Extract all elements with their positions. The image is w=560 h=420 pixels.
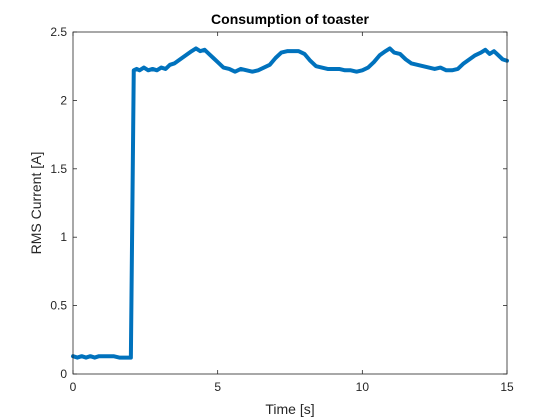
- y-tick-label: 0.5: [50, 299, 67, 313]
- tick-layer: 0 5 10 15 0 0.5 1 1.5 2 2.5: [50, 25, 514, 394]
- y-tick-label: 2.5: [50, 25, 67, 39]
- x-tick-label: 0: [70, 380, 77, 394]
- x-tick-label: 15: [500, 380, 514, 394]
- series-line-0: [71, 46, 509, 360]
- x-tick-label: 10: [356, 380, 370, 394]
- x-tick-label: 5: [214, 380, 221, 394]
- chart-title: Consumption of toaster: [211, 11, 369, 27]
- y-tick-label: 1: [60, 230, 67, 244]
- series-layer: [71, 46, 509, 360]
- axes-box: [72, 31, 508, 375]
- y-axis-label: RMS Current [A]: [28, 152, 44, 255]
- plot-area-background: [73, 32, 507, 374]
- y-tick-label: 2: [60, 93, 67, 107]
- x-axis-label: Time [s]: [265, 401, 314, 417]
- y-tick-label: 1.5: [50, 162, 67, 176]
- y-tick-label: 0: [60, 367, 67, 381]
